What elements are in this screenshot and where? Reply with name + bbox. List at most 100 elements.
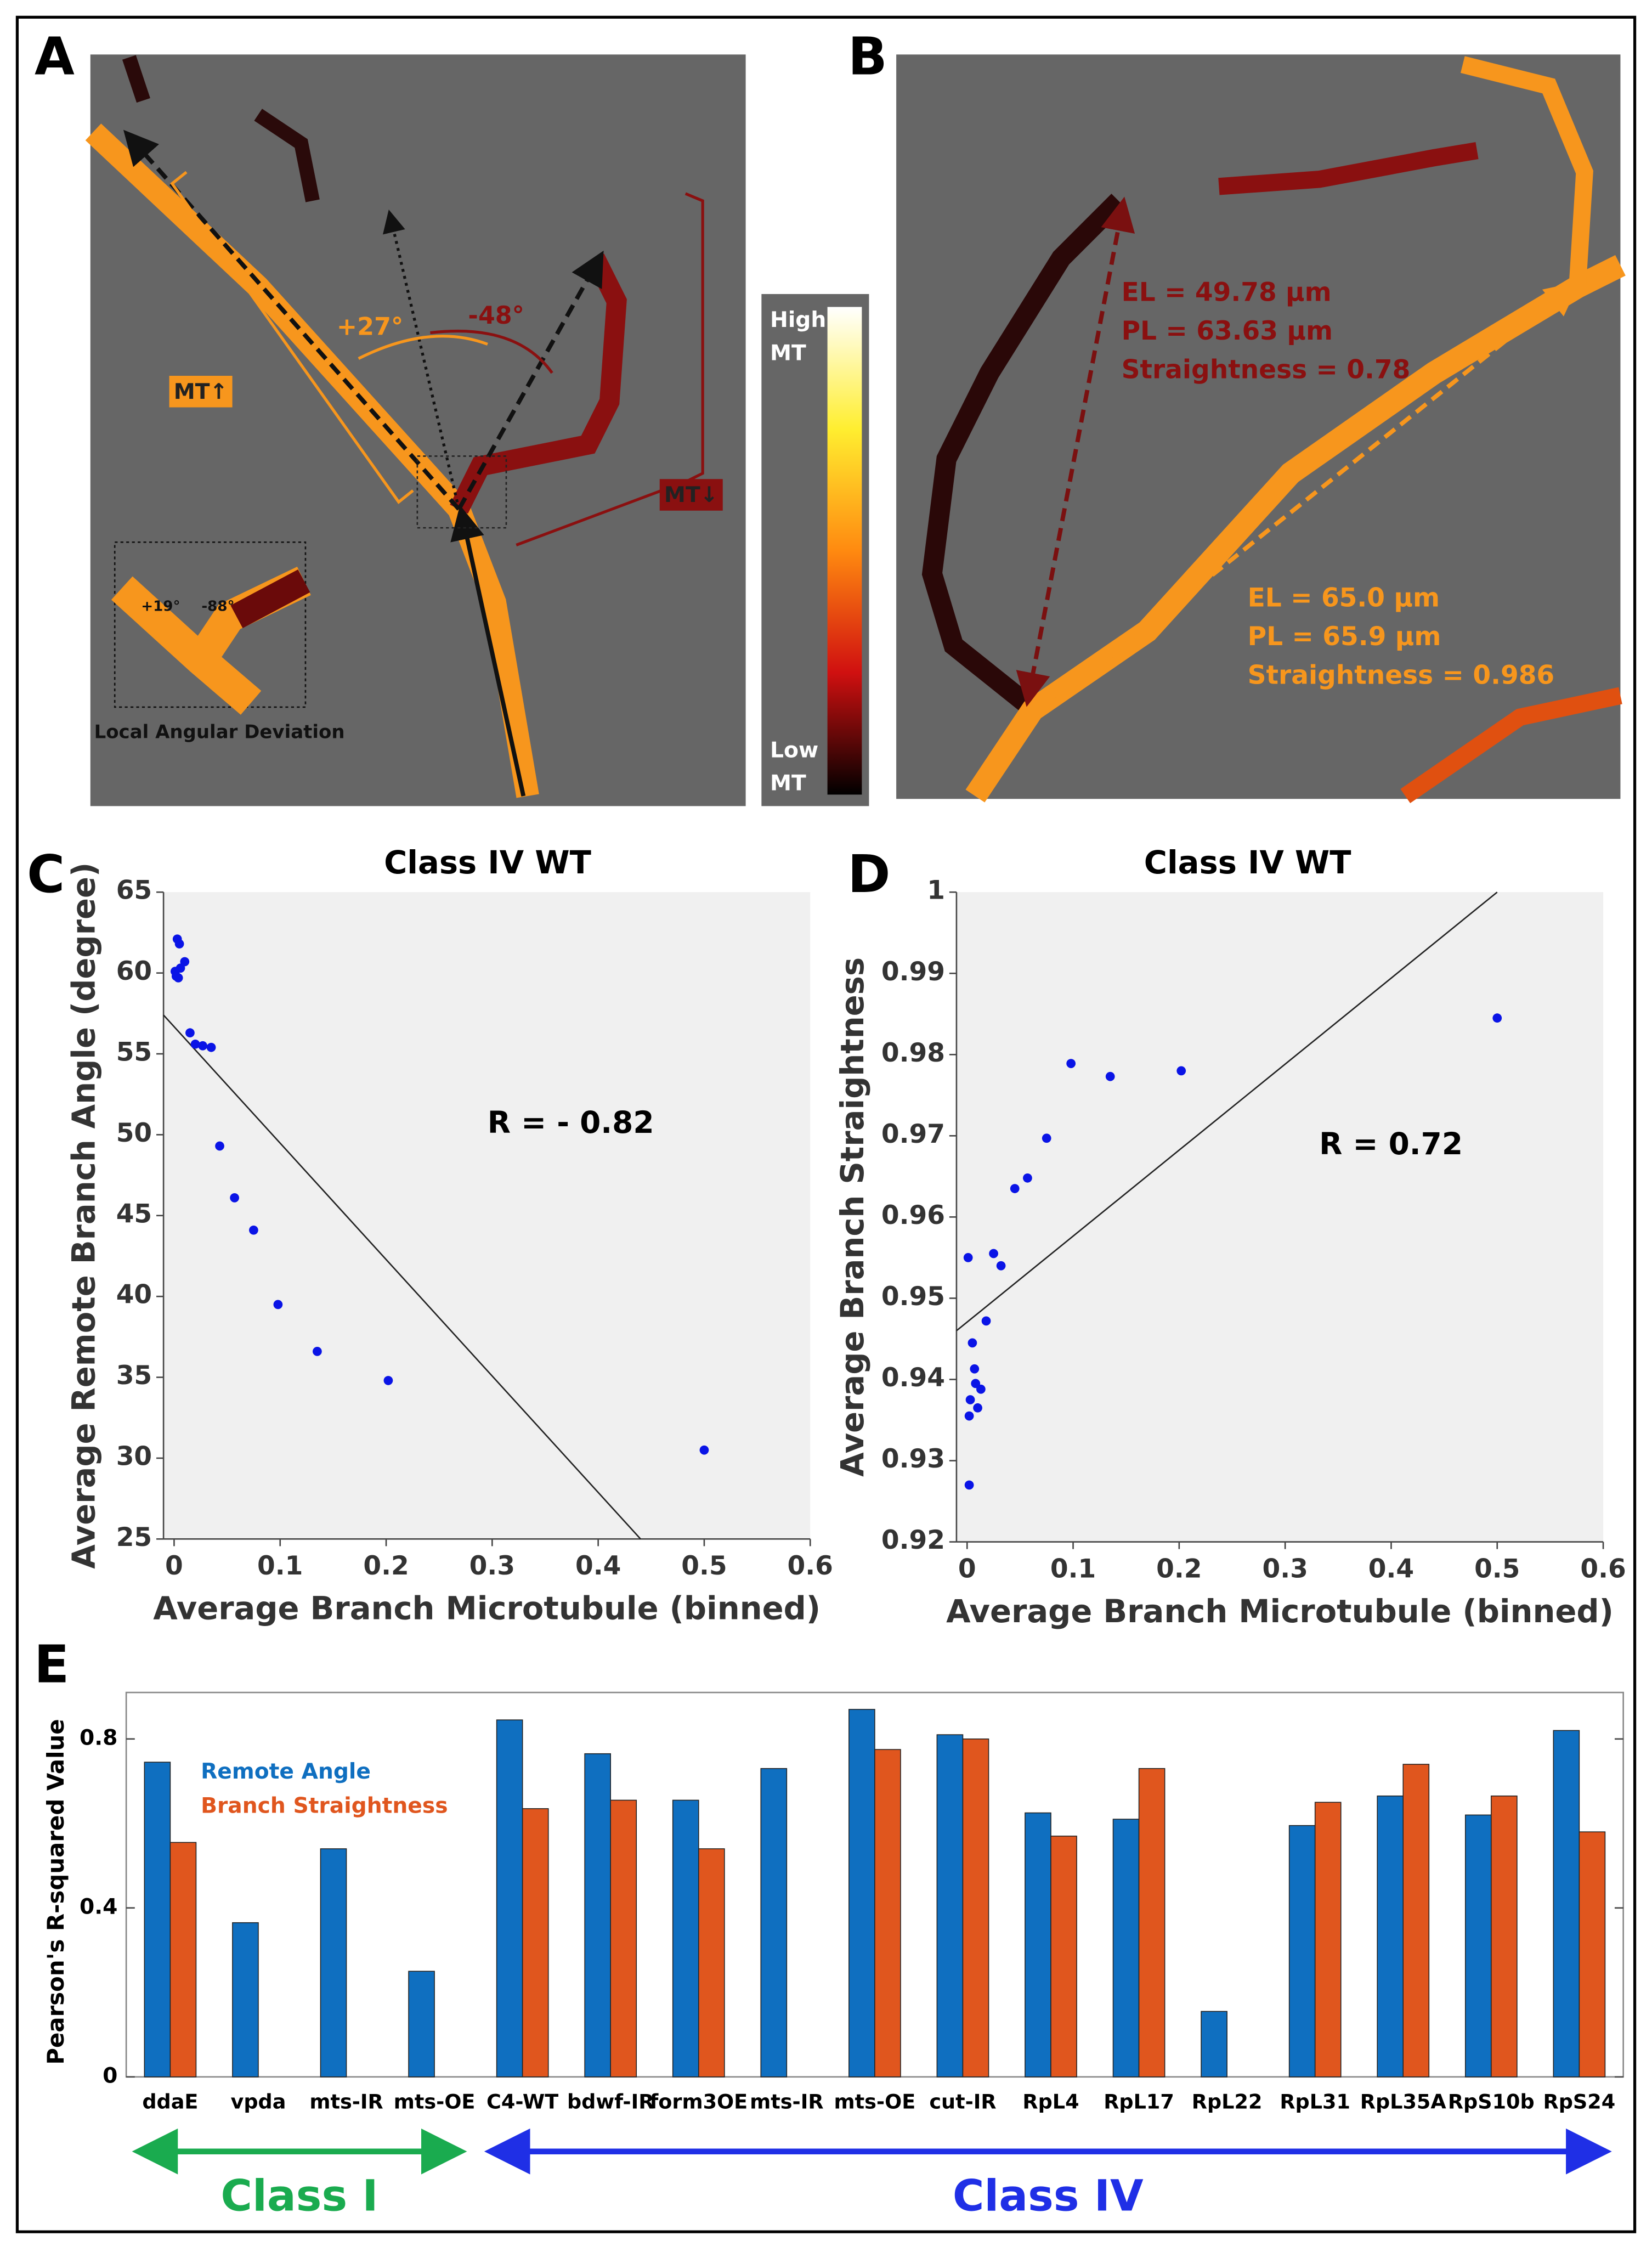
- bar: [320, 1848, 347, 2078]
- red-label: Straightness = 0.78: [1122, 355, 1411, 385]
- chart-title: Class IV WT: [1144, 844, 1351, 881]
- group-label: Class IV: [953, 2171, 1144, 2221]
- point: [249, 1225, 258, 1235]
- dendrite: [1461, 56, 1593, 287]
- point: [965, 1395, 975, 1404]
- x-tick-label: 0.3: [469, 1551, 515, 1581]
- dendrite: [1218, 142, 1479, 195]
- arrow: [450, 505, 526, 797]
- mt-down-box: [659, 479, 723, 511]
- y-tick-label: 0.4: [80, 1894, 117, 1919]
- arrow: [123, 129, 461, 511]
- inset-caption: Local Angular Deviation: [94, 721, 345, 743]
- y-tick-label: 0.8: [80, 1725, 117, 1750]
- colorbar: High MT Low MT: [761, 294, 869, 806]
- y-tick-label: 25: [116, 1522, 152, 1553]
- point: [173, 973, 183, 983]
- bar: [496, 1719, 523, 2078]
- bar: [698, 1848, 725, 2078]
- y-tick-label: 0: [103, 2063, 117, 2088]
- bar: [760, 1768, 788, 2078]
- y-tick-label: 55: [116, 1037, 152, 1067]
- angle-label: -48°: [468, 302, 524, 330]
- point: [1010, 1184, 1020, 1193]
- arrow: [1038, 281, 1580, 715]
- y-tick-label: 45: [116, 1199, 152, 1229]
- x-tick-label: 0.2: [363, 1551, 409, 1581]
- panel-label: A: [35, 27, 75, 87]
- point: [996, 1261, 1006, 1271]
- fit-line: [163, 1014, 641, 1540]
- point: [180, 957, 190, 967]
- x-tick-label: 0.3: [1262, 1554, 1308, 1584]
- colorbar-label: High: [770, 308, 826, 332]
- y-axis-label: Average Remote Branch Angle (degree): [66, 862, 103, 1569]
- angle-arc: [430, 329, 553, 374]
- point: [981, 1316, 991, 1326]
- bar: [1201, 2011, 1227, 2078]
- y-tick-label: 60: [116, 956, 152, 986]
- point: [989, 1249, 998, 1258]
- bracket: [170, 171, 414, 504]
- x-tick-label: mts-OE: [394, 2090, 476, 2113]
- y-tick-label: 0.96: [881, 1200, 945, 1231]
- orange-label: EL = 65.0 µm: [1248, 583, 1440, 613]
- point: [968, 1338, 977, 1348]
- x-tick-label: RpL22: [1192, 2090, 1263, 2113]
- y-tick-label: 50: [116, 1118, 152, 1148]
- figure-border: [15, 15, 1637, 2233]
- y-tick-label: 30: [116, 1441, 152, 1471]
- x-tick-label: ddaE: [142, 2090, 198, 2113]
- red-label: EL = 49.78 µm: [1122, 277, 1332, 307]
- x-tick-label: mts-IR: [309, 2090, 383, 2113]
- point: [1176, 1066, 1186, 1076]
- bar: [672, 1799, 699, 2078]
- panel-a: MT↑ MT↓ +27° -48° +19° -88° Local Angula…: [35, 27, 746, 806]
- y-axis-label: Average Branch Straightness: [834, 957, 871, 1477]
- y-tick-label: 0.98: [881, 1038, 945, 1068]
- bar: [1050, 1836, 1077, 2078]
- y-axis-label: Pearson's R-squared Value: [42, 1719, 69, 2064]
- bar: [874, 1749, 901, 2078]
- point: [1492, 1013, 1502, 1023]
- point: [1042, 1133, 1051, 1143]
- bar: [408, 1971, 435, 2078]
- point: [176, 963, 185, 973]
- point: [174, 939, 184, 949]
- bar: [1314, 1802, 1342, 2078]
- point: [1023, 1173, 1032, 1183]
- arrow: [1016, 196, 1135, 707]
- y-tick-label: 0.94: [881, 1363, 945, 1393]
- point: [964, 1480, 974, 1490]
- point: [1066, 1059, 1076, 1068]
- orange-label: Straightness = 0.986: [1248, 661, 1555, 691]
- panel-label: C: [27, 845, 65, 905]
- mt-up-box: [169, 375, 233, 408]
- arrow: [457, 250, 604, 511]
- x-tick-label: RpL31: [1280, 2090, 1350, 2113]
- group-label: Class I: [220, 2171, 378, 2221]
- panel-label: B: [848, 27, 887, 87]
- y-tick-label: 0.93: [881, 1444, 945, 1474]
- x-axis-label: Average Branch Microtubule (binned): [153, 1590, 821, 1627]
- bar: [1112, 1819, 1140, 2078]
- x-tick-label: RpL4: [1022, 2090, 1079, 2113]
- bar: [144, 1762, 171, 2078]
- bar: [584, 1753, 611, 2078]
- x-tick-label: 0.4: [1368, 1554, 1414, 1584]
- point: [964, 1411, 974, 1421]
- y-tick-label: 0.95: [881, 1282, 945, 1312]
- point: [230, 1193, 239, 1203]
- y-tick-label: 40: [116, 1280, 152, 1310]
- y-tick-label: 0.97: [881, 1119, 945, 1149]
- bar: [962, 1739, 989, 2078]
- x-tick-label: mts-IR: [750, 2090, 823, 2113]
- y-tick-label: 65: [116, 876, 152, 906]
- inset-angle-label: -88°: [201, 598, 234, 614]
- point: [963, 1253, 973, 1262]
- x-tick-label: form3OE: [649, 2090, 748, 2113]
- inset-dendrite: [230, 569, 310, 629]
- point: [970, 1364, 980, 1374]
- dendrite: [450, 253, 627, 514]
